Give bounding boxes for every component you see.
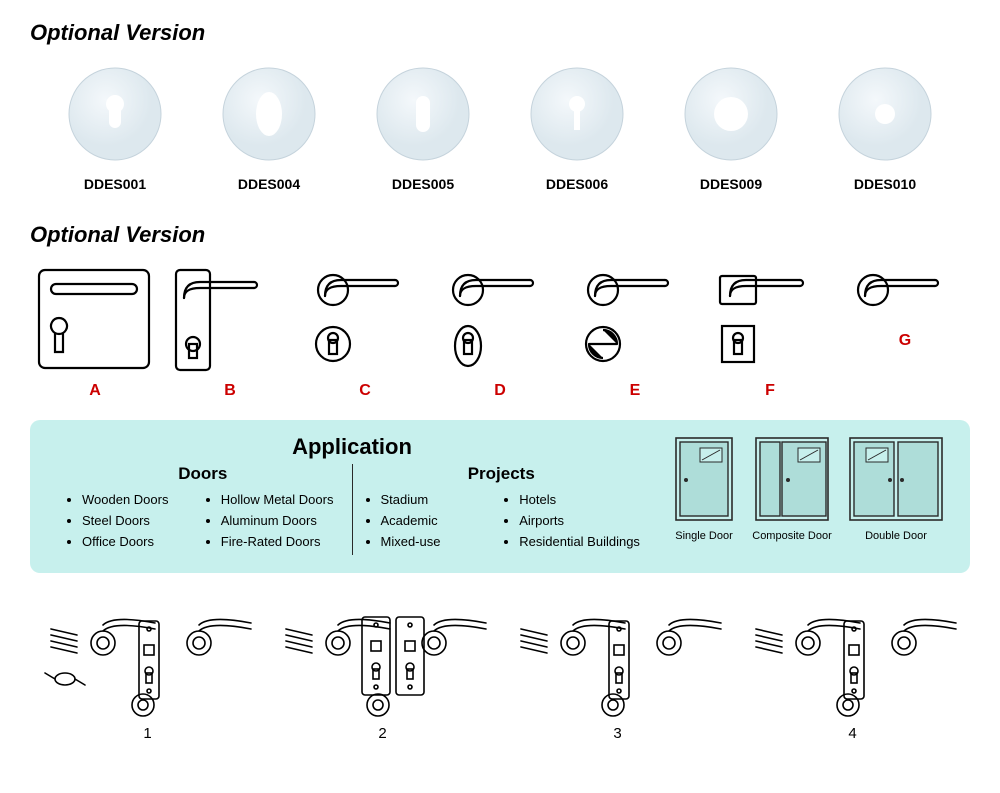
escutcheon-item: DDES006 xyxy=(512,64,642,192)
escutcheon-item: DDES009 xyxy=(666,64,796,192)
handle-letter: B xyxy=(165,382,295,400)
door-type-label: Double Door xyxy=(846,530,946,542)
list-item: Fire-Rated Doors xyxy=(221,534,342,549)
door-types-row: Single Door Composite Door Double Door xyxy=(650,434,946,542)
list-item: Mixed-use xyxy=(381,534,502,549)
doors-list-1: Wooden Doors Steel Doors Office Doors xyxy=(64,492,203,555)
handle-item: B xyxy=(165,266,295,400)
handle-letter: F xyxy=(705,382,835,400)
list-item: Hotels xyxy=(519,492,640,507)
handle-item: E xyxy=(570,266,700,400)
install-row: 1 2 3 4 xyxy=(30,593,970,742)
escutcheon-row: DDES001 DDES004 DDES005 DDES006 DDES009 … xyxy=(30,64,970,222)
list-item: Wooden Doors xyxy=(82,492,203,507)
handle-letter: D xyxy=(435,382,565,400)
door-type-item: Double Door xyxy=(846,434,946,542)
list-item: Steel Doors xyxy=(82,513,203,528)
escutcheon-item: DDES004 xyxy=(204,64,334,192)
handle-item: A xyxy=(30,266,160,400)
list-item: Academic xyxy=(381,513,502,528)
doors-heading: Doors xyxy=(64,464,342,484)
door-type-item: Single Door xyxy=(670,434,738,542)
install-step-number: 3 xyxy=(508,725,728,742)
list-item: Stadium xyxy=(381,492,502,507)
handle-row: ABCDEF G xyxy=(30,266,970,408)
escutcheon-code: DDES006 xyxy=(512,176,642,192)
door-type-label: Composite Door xyxy=(752,530,832,542)
install-step: 2 xyxy=(273,593,493,742)
doors-list-2: Hollow Metal Doors Aluminum Doors Fire-Rat… xyxy=(203,492,342,555)
escutcheon-item: DDES001 xyxy=(50,64,180,192)
install-step: 4 xyxy=(743,593,963,742)
handle-letter: E xyxy=(570,382,700,400)
projects-list-1: Stadium Academic Mixed-use xyxy=(363,492,502,555)
door-type-label: Single Door xyxy=(670,530,738,542)
list-item: Hollow Metal Doors xyxy=(221,492,342,507)
install-step: 1 xyxy=(38,593,258,742)
handle-item: G xyxy=(840,266,970,400)
list-item: Aluminum Doors xyxy=(221,513,342,528)
install-step-number: 4 xyxy=(743,725,963,742)
handle-item: D xyxy=(435,266,565,400)
projects-list-2: Hotels Airports Residential Buildings xyxy=(501,492,640,555)
escutcheon-code: DDES001 xyxy=(50,176,180,192)
handle-item: C xyxy=(300,266,430,400)
door-type-item: Composite Door xyxy=(752,434,832,542)
section-title-1: Optional Version xyxy=(30,20,970,46)
list-item: Residential Buildings xyxy=(519,534,640,549)
handle-letter: C xyxy=(300,382,430,400)
section-title-2: Optional Version xyxy=(30,222,970,248)
handle-letter: A xyxy=(30,382,160,400)
escutcheon-code: DDES005 xyxy=(358,176,488,192)
application-panel: Application Doors Wooden Doors Steel Door… xyxy=(30,420,970,573)
projects-heading: Projects xyxy=(363,464,641,484)
install-step-number: 2 xyxy=(273,725,493,742)
install-step: 3 xyxy=(508,593,728,742)
list-item: Office Doors xyxy=(82,534,203,549)
handle-item: F xyxy=(705,266,835,400)
escutcheon-code: DDES009 xyxy=(666,176,796,192)
install-step-number: 1 xyxy=(38,725,258,742)
application-title: Application xyxy=(54,434,650,460)
escutcheon-code: DDES004 xyxy=(204,176,334,192)
escutcheon-item: DDES005 xyxy=(358,64,488,192)
list-item: Airports xyxy=(519,513,640,528)
escutcheon-item: DDES010 xyxy=(820,64,950,192)
escutcheon-code: DDES010 xyxy=(820,176,950,192)
handle-letter: G xyxy=(840,332,970,350)
